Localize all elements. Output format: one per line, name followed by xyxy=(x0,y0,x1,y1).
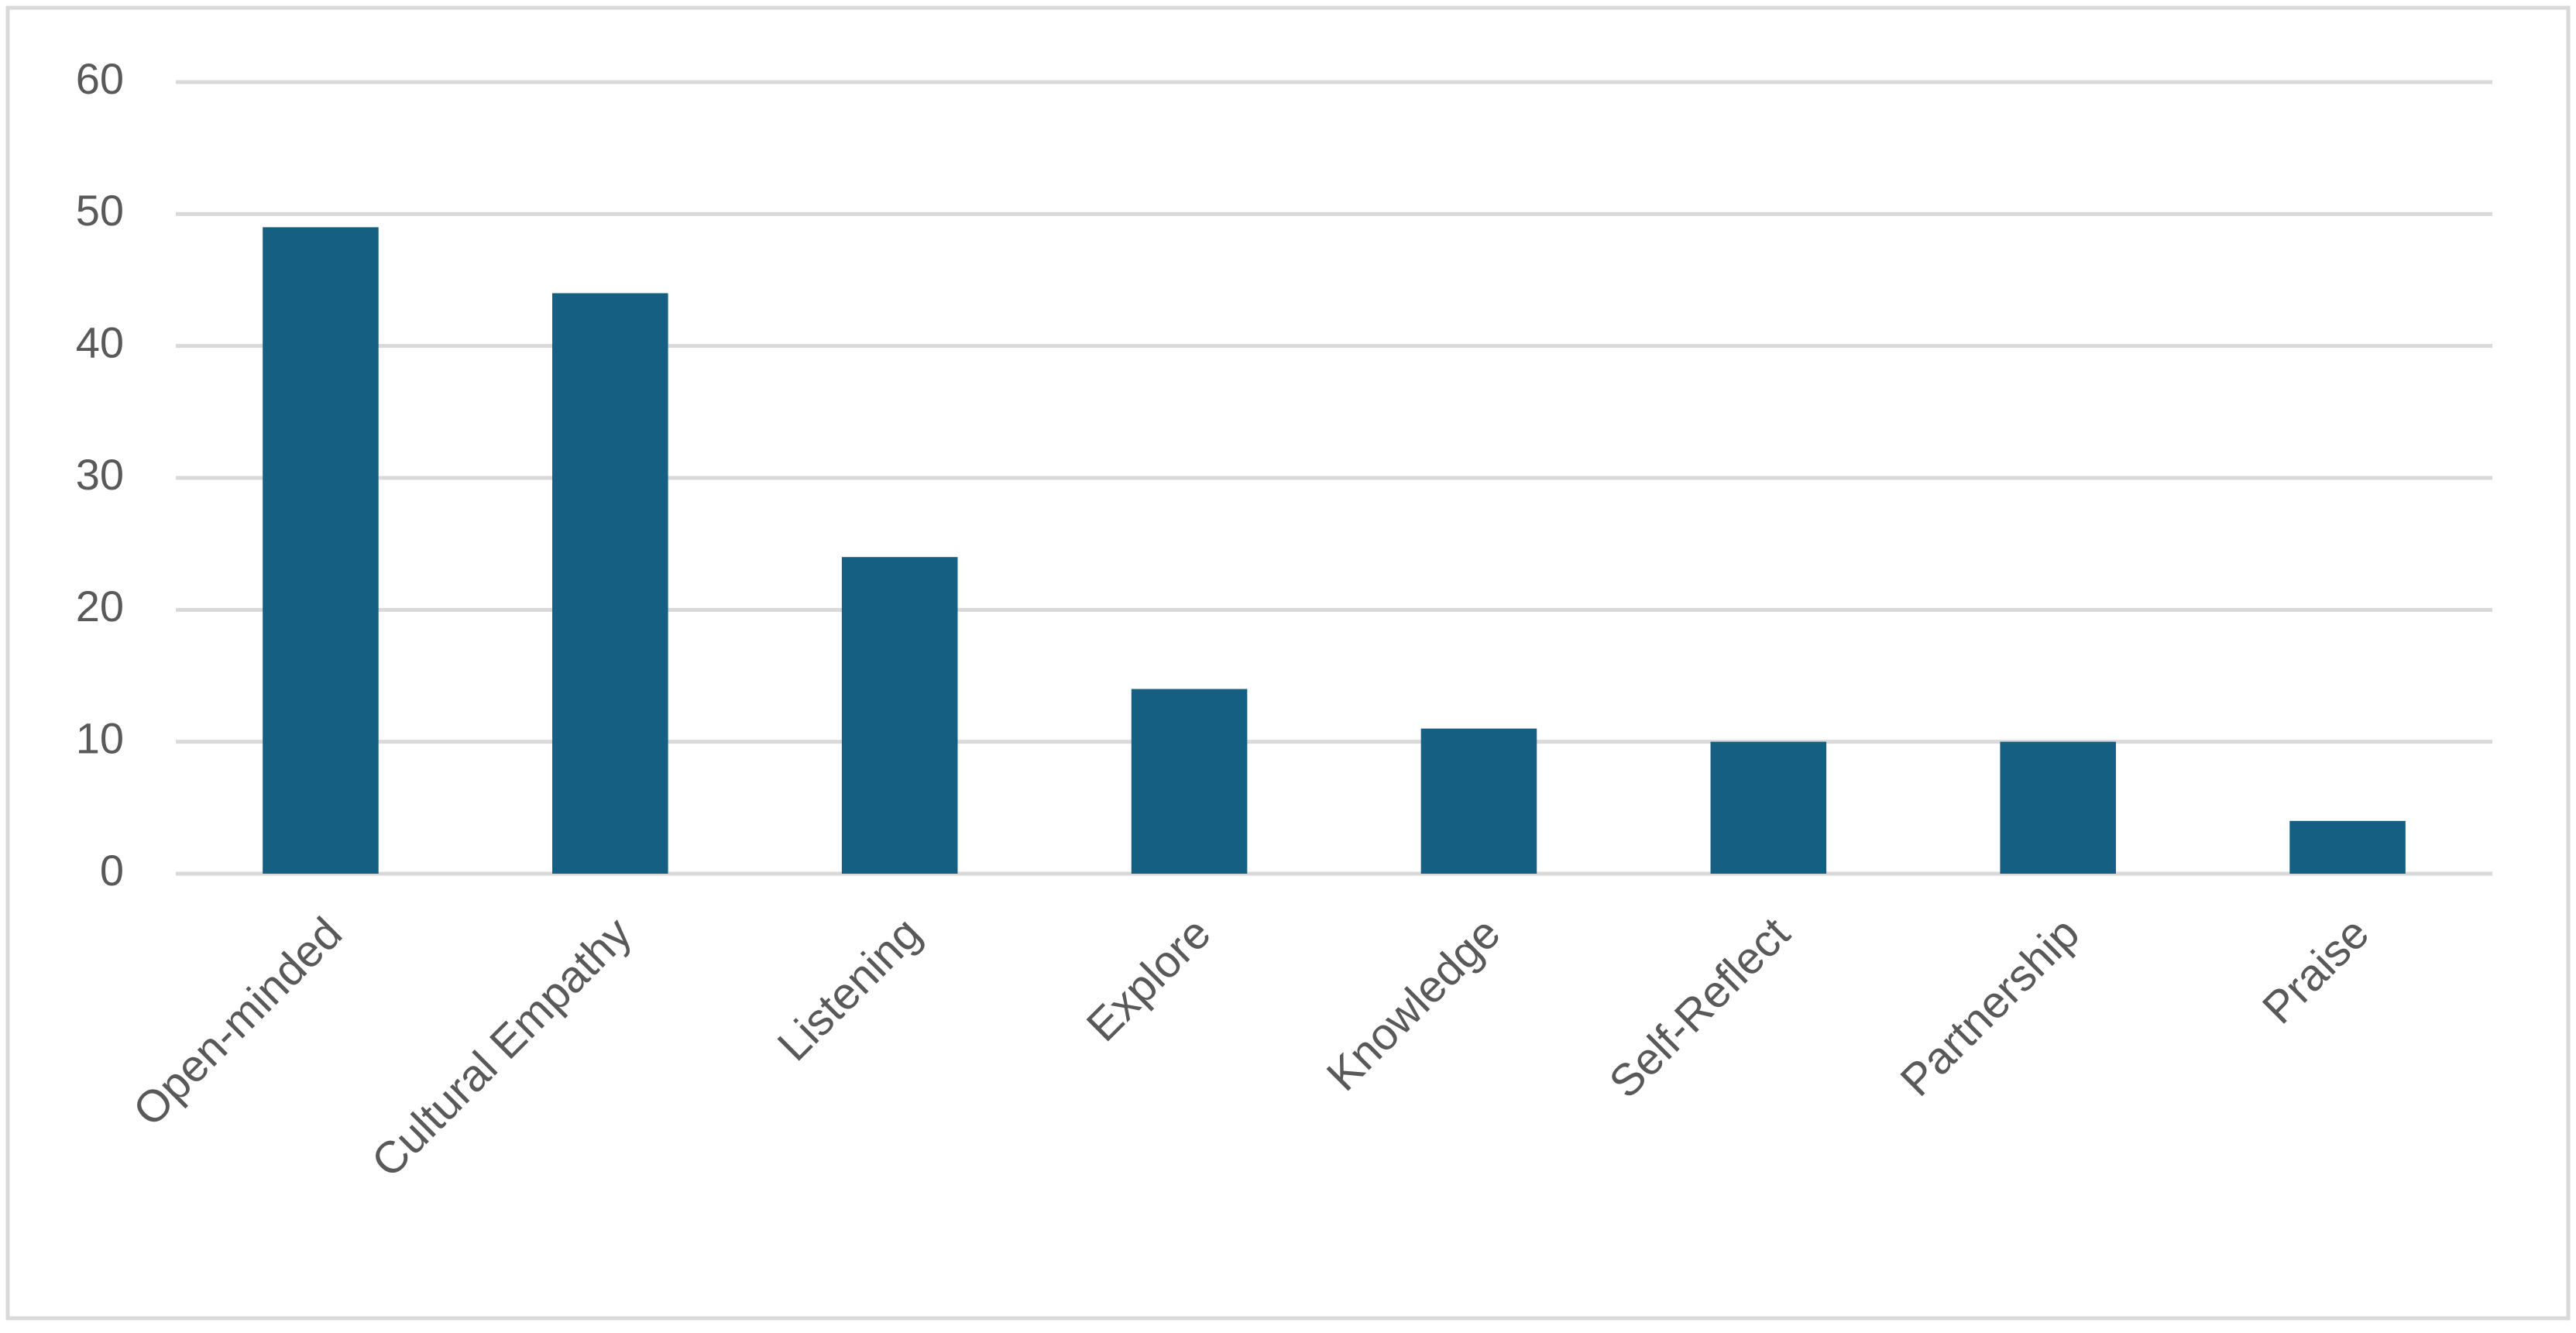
bar xyxy=(1420,728,1537,874)
y-tick-label: 20 xyxy=(76,582,124,630)
bar xyxy=(263,227,379,874)
bar xyxy=(552,293,668,874)
chart-border xyxy=(5,5,2571,1321)
bar xyxy=(841,557,958,874)
bar xyxy=(2289,820,2406,874)
y-tick-label: 0 xyxy=(100,846,124,895)
y-tick-label: 50 xyxy=(76,186,124,235)
bar xyxy=(1710,741,1827,874)
bar xyxy=(2000,741,2116,874)
y-tick-label: 10 xyxy=(76,713,124,762)
y-tick-label: 30 xyxy=(76,450,124,499)
y-tick-label: 40 xyxy=(76,318,124,366)
y-tick-label: 60 xyxy=(76,54,124,103)
bar xyxy=(1131,689,1248,874)
